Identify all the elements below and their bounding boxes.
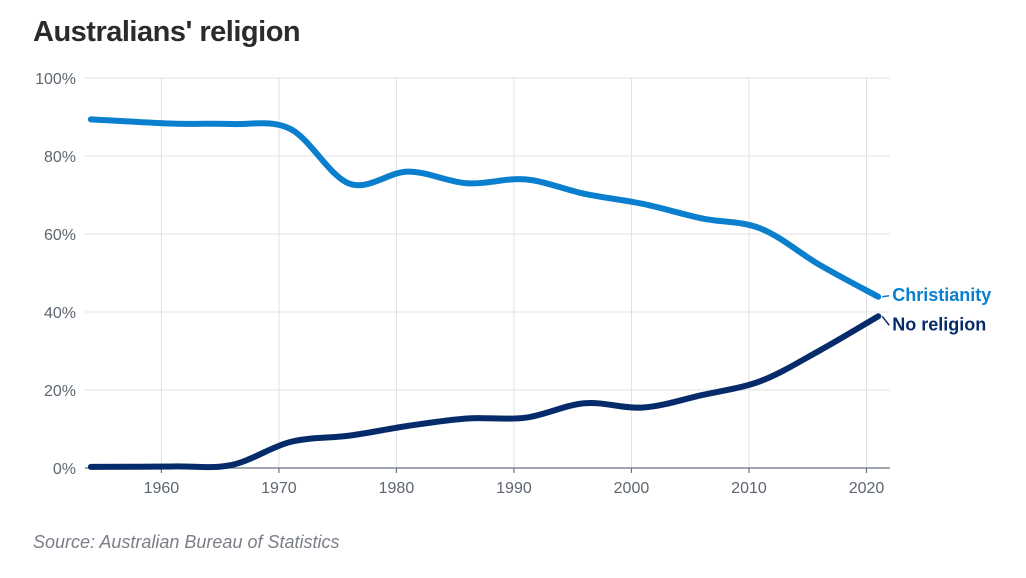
y-tick-label: 80% — [44, 149, 76, 166]
x-tick-label: 2020 — [849, 480, 885, 497]
y-tick-label: 0% — [53, 461, 76, 478]
x-tick-label: 1990 — [496, 480, 532, 497]
series-line-christianity — [87, 116, 882, 300]
x-tick-label: 2000 — [614, 480, 650, 497]
x-tick-label: 2010 — [731, 480, 767, 497]
series-line-no-religion — [87, 313, 882, 471]
x-tick-label: 1980 — [379, 480, 415, 497]
y-tick-label: 20% — [44, 383, 76, 400]
x-tick-label: 1960 — [144, 480, 180, 497]
series-label-leader — [882, 295, 890, 298]
axis-layer: 0% 20% 40% 60% 80% 100% 1960 1970 1980 1990 2000 20… — [35, 71, 890, 497]
source-note: Source: Australian Bureau of Statistics — [33, 532, 340, 552]
series-label-christianity: Christianity — [892, 285, 991, 305]
x-tick-label: 1970 — [261, 480, 297, 497]
label-layer: Christianity No religion — [881, 285, 991, 334]
series-layer — [87, 116, 882, 471]
y-tick-label: 60% — [44, 227, 76, 244]
chart-title: Australians' religion — [33, 16, 301, 48]
y-tick-label: 100% — [35, 71, 76, 88]
y-tick-label: 40% — [44, 305, 76, 322]
grid-layer — [85, 77, 890, 468]
series-label-leader — [881, 315, 890, 326]
series-label-no-religion: No religion — [892, 314, 986, 334]
